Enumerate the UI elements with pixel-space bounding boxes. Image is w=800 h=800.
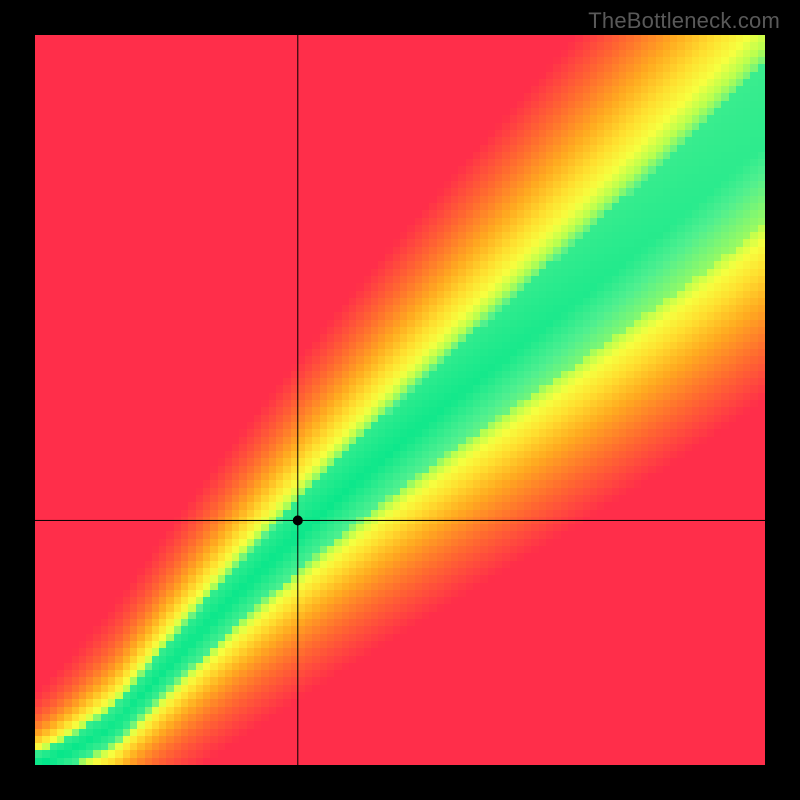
chart-container: TheBottleneck.com bbox=[0, 0, 800, 800]
bottleneck-heatmap bbox=[0, 0, 800, 800]
watermark-text: TheBottleneck.com bbox=[588, 8, 780, 34]
